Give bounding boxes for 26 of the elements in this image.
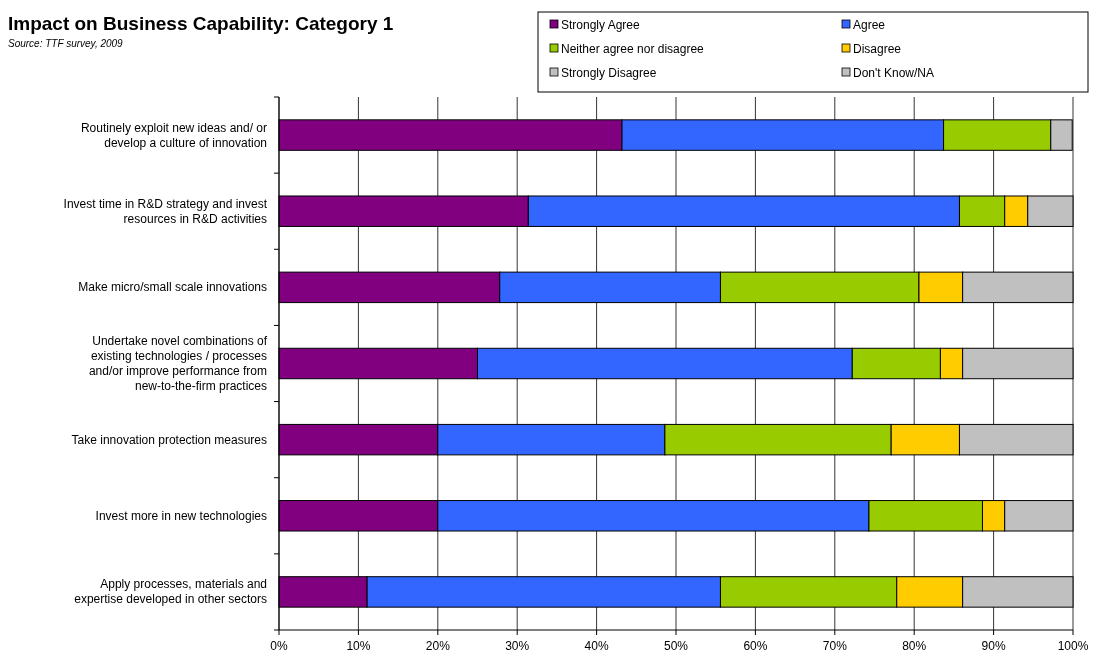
x-tick-label: 80% bbox=[902, 639, 927, 653]
legend-label: Disagree bbox=[853, 42, 902, 56]
y-tick-label: Take innovation protection measures bbox=[71, 432, 267, 447]
y-tick-label: Invest time in R&D strategy and invest resources in R&D activities bbox=[63, 196, 268, 226]
y-tick-label: Undertake novel combinations of existing technologies / processes and/or improve performance from new-to-the-firm practices bbox=[88, 334, 268, 393]
x-tick-label: 20% bbox=[425, 639, 451, 653]
x-tick-label: 100% bbox=[1057, 639, 1089, 653]
x-tick-label: 70% bbox=[822, 639, 848, 653]
legend-label: Don't Know/NA bbox=[853, 66, 934, 80]
source-note: Source: TTF survey, 2009 bbox=[8, 38, 124, 49]
x-tick-label: 50% bbox=[663, 639, 689, 653]
y-tick-label: Apply processes, materials and expertise developed in other sectors bbox=[74, 577, 267, 607]
legend-label: Agree bbox=[853, 18, 886, 32]
legend-label: Strongly Disagree bbox=[561, 66, 657, 80]
x-tick-label: 10% bbox=[346, 639, 371, 653]
chart-title: Impact on Business Capability: Category 1 bbox=[8, 13, 394, 34]
x-tick-label: 40% bbox=[584, 639, 609, 653]
x-tick-label: 30% bbox=[505, 639, 530, 653]
y-tick-label: Make micro/small scale innovations bbox=[78, 280, 267, 295]
y-tick-label: Routinely exploit new ideas and/ or develop a culture of innovation bbox=[80, 120, 267, 150]
legend-label: Neither agree nor disagree bbox=[561, 42, 705, 56]
legend-label: Strongly Agree bbox=[561, 18, 641, 32]
x-tick-label: 90% bbox=[981, 639, 1006, 653]
x-tick-label: 0% bbox=[270, 639, 288, 653]
x-tick-label: 60% bbox=[743, 639, 768, 653]
y-tick-label: Invest more in new technologies bbox=[95, 508, 267, 523]
